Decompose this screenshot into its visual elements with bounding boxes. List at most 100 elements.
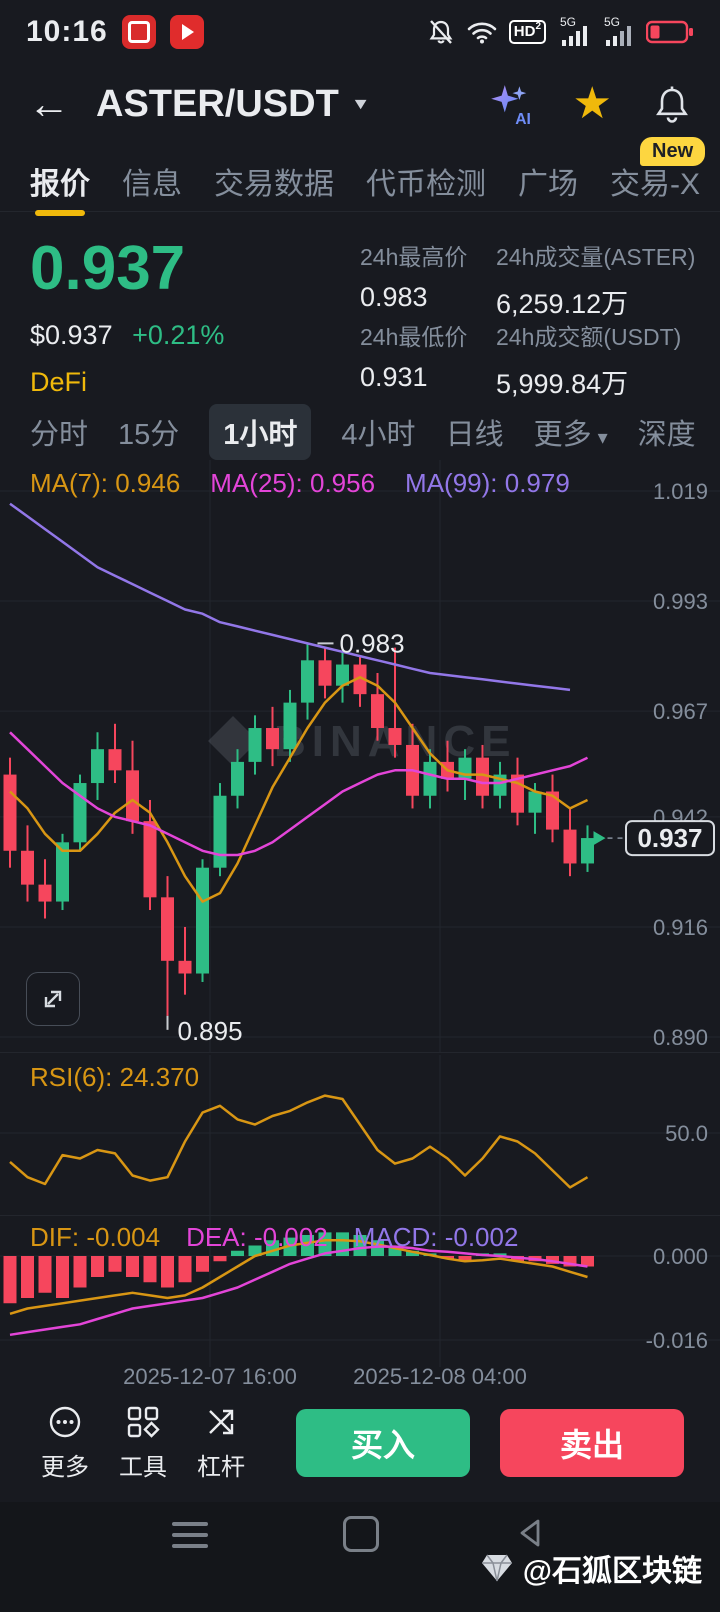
macd-bar xyxy=(143,1256,157,1283)
stat-24h-volume: 24h成交量(ASTER) 6,259.12万 xyxy=(496,244,696,319)
mute-bell-icon xyxy=(429,20,453,44)
candle xyxy=(318,660,332,686)
leverage-button[interactable]: 杠杆 xyxy=(182,1404,260,1482)
svg-text:0.993: 0.993 xyxy=(653,589,708,614)
dif-line xyxy=(9,1239,588,1315)
tab-token-check[interactable]: 代币检测 xyxy=(366,167,486,201)
back-button[interactable]: ← xyxy=(28,80,70,127)
signal-bars-icon-2: 5G xyxy=(604,16,631,46)
category-tag[interactable]: DeFi xyxy=(30,367,88,397)
candle xyxy=(126,770,139,822)
tab-trade-x[interactable]: 交易-X New xyxy=(610,136,706,203)
ma-legend: MA(7): 0.946 MA(25): 0.956 MA(99): 0.979 xyxy=(30,468,570,499)
new-badge: New xyxy=(640,136,706,166)
svg-text:0.937: 0.937 xyxy=(637,823,702,853)
macd-bar xyxy=(38,1256,52,1293)
signal-bars-icon: 5G xyxy=(560,16,587,46)
tools-button[interactable]: 工具 xyxy=(104,1404,182,1482)
tf-depth[interactable]: 深度 xyxy=(637,419,696,451)
pair-selector[interactable]: ASTER/USDT ▼ xyxy=(96,83,371,126)
home-button[interactable] xyxy=(343,1516,379,1552)
svg-text:50.0: 50.0 xyxy=(665,1121,708,1146)
recents-button[interactable] xyxy=(172,1522,208,1548)
macd-bar xyxy=(493,1253,507,1256)
ai-assistant-button[interactable]: AI xyxy=(487,81,533,127)
macd-bar xyxy=(213,1256,227,1262)
tab-quote[interactable]: 报价 xyxy=(30,159,90,203)
candle xyxy=(248,728,262,762)
dea-line xyxy=(9,1245,588,1337)
macd-chart[interactable]: 0.000 -0.016 xyxy=(0,1215,720,1367)
price-section: 0.937 $0.937 +0.21% DeFi 24h最高价 0.983 24h… xyxy=(0,212,720,402)
last-price: 0.937 xyxy=(30,234,186,303)
stat-24h-high: 24h最高价 0.983 xyxy=(360,244,468,312)
alerts-bell-button[interactable] xyxy=(652,83,692,125)
candle xyxy=(266,728,279,750)
tab-trading-data[interactable]: 交易数据 xyxy=(214,167,334,201)
sparkle-small-icon xyxy=(512,86,526,101)
macd-value: MACD: -0.002 xyxy=(353,1222,519,1252)
macd-bar xyxy=(91,1256,104,1277)
diamond-logo-icon xyxy=(481,1554,512,1582)
macd-bar xyxy=(196,1256,209,1272)
tab-trade-x-label: 交易-X xyxy=(610,167,700,201)
sparkle-icon xyxy=(490,85,518,113)
ma99-value: MA(99): 0.979 xyxy=(405,468,570,498)
macd-bar xyxy=(458,1256,472,1262)
macd-bar xyxy=(248,1245,262,1256)
macd-bar xyxy=(581,1256,594,1267)
app-logo-icon xyxy=(127,21,150,43)
fullscreen-chart-button[interactable] xyxy=(26,972,80,1026)
candle xyxy=(336,664,349,686)
candle xyxy=(161,897,174,961)
macd-bar xyxy=(126,1256,139,1277)
rsi-chart[interactable]: 50.0 xyxy=(0,1055,720,1215)
fiat-price: $0.937 xyxy=(30,320,113,350)
caret-down-icon: ▾ xyxy=(597,427,608,449)
buy-button[interactable]: 买入 xyxy=(296,1409,470,1477)
tf-realtime[interactable]: 分时 xyxy=(30,419,89,451)
rsi-line xyxy=(9,1094,589,1189)
macd-bar xyxy=(388,1245,402,1256)
candle xyxy=(108,749,122,771)
ma7-value: MA(7): 0.946 xyxy=(30,468,181,498)
tf-1h[interactable]: 1小时 xyxy=(209,404,312,460)
candle xyxy=(178,960,192,974)
tab-info[interactable]: 信息 xyxy=(122,167,182,201)
wifi-icon xyxy=(467,22,497,44)
timeframe-bar: 分时 15分 1小时 4小时 日线 更多 ▾ 深度 xyxy=(0,402,720,462)
channel-name: @石狐区块链 xyxy=(522,1555,702,1588)
tf-more[interactable]: 更多 ▾ xyxy=(533,419,608,451)
macd-bar xyxy=(563,1256,577,1267)
tf-15m[interactable]: 15分 xyxy=(118,419,180,451)
nav-back-button[interactable] xyxy=(514,1516,548,1550)
tab-bar: 报价 信息 交易数据 代币检测 广场 交易-X New xyxy=(0,136,720,212)
candle xyxy=(476,757,489,796)
macd-bar xyxy=(178,1256,192,1283)
svg-text:1.019: 1.019 xyxy=(653,479,708,504)
candle xyxy=(56,842,69,902)
macd-bar xyxy=(318,1232,332,1256)
macd-bar xyxy=(231,1250,244,1256)
stats-grid: 24h最高价 0.983 24h成交量(ASTER) 6,259.12万 24h最低… xyxy=(360,238,696,402)
macd-bar xyxy=(73,1256,87,1288)
candle xyxy=(231,761,244,796)
expand-icon xyxy=(44,990,62,1008)
macd-bar xyxy=(108,1256,122,1272)
candle xyxy=(38,884,52,902)
tab-square[interactable]: 广场 xyxy=(518,167,578,201)
macd-bar xyxy=(56,1256,69,1298)
leverage-arrows-icon xyxy=(209,1409,234,1435)
dif-value: DIF: -0.004 xyxy=(30,1222,161,1252)
status-bar: 10:16 HD 2 5G 5G xyxy=(0,0,720,58)
ma7-line xyxy=(9,675,589,903)
candlestick-chart[interactable]: BINANCE1.0190.9930.9670.9420.9160.8900.9… xyxy=(0,460,720,1052)
sell-button[interactable]: 卖出 xyxy=(500,1409,684,1477)
tf-4h[interactable]: 4小时 xyxy=(341,419,416,451)
favorite-star-button[interactable]: ★ xyxy=(572,79,612,128)
svg-text:5G: 5G xyxy=(560,16,576,29)
tf-1d[interactable]: 日线 xyxy=(445,419,504,451)
more-button[interactable]: 更多 xyxy=(26,1404,104,1482)
notification-app-icon xyxy=(121,15,156,49)
dea-value: DEA: -0.002 xyxy=(186,1222,328,1252)
